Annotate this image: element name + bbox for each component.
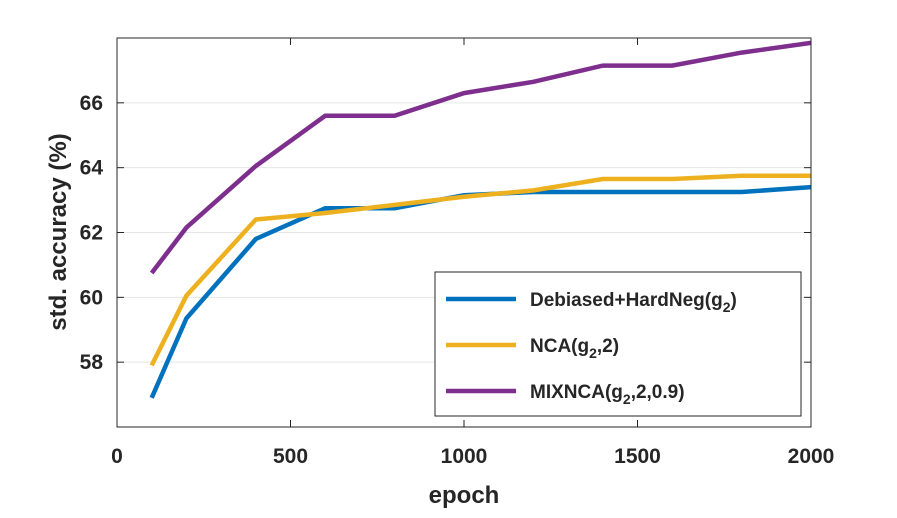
y-axis-label: std. accuracy (%) — [45, 133, 72, 330]
y-tick-label: 66 — [80, 92, 103, 115]
legend-entry-label: Debiased+HardNeg(g2) — [530, 290, 737, 315]
x-axis-label: epoch — [429, 482, 500, 509]
series-line-mixnca — [149, 40, 811, 275]
y-tick-label: 58 — [80, 351, 104, 374]
series-line-nca — [149, 173, 811, 367]
x-tick-label: 500 — [273, 445, 308, 468]
legend-entry-label: NCA(g2,2) — [530, 336, 619, 361]
x-tick-label: 1000 — [441, 445, 488, 468]
x-tick-label: 2000 — [788, 445, 835, 468]
legend-entry-label: MIXNCA(g2,2,0.9) — [530, 382, 685, 407]
x-tick-label: 1500 — [614, 445, 661, 468]
y-tick-label: 62 — [80, 222, 103, 245]
axis-ticks: 58 60 62 64 66 0 500 1000 1500 2000 — [80, 38, 835, 468]
legend: Debiased+HardNeg(g2) NCA(g2,2) MIXNCA(g2,2… — [434, 271, 802, 417]
y-tick-label: 64 — [80, 157, 104, 180]
series-lines — [149, 40, 811, 399]
x-tick-label: 0 — [111, 445, 123, 468]
y-tick-label: 60 — [80, 286, 103, 309]
